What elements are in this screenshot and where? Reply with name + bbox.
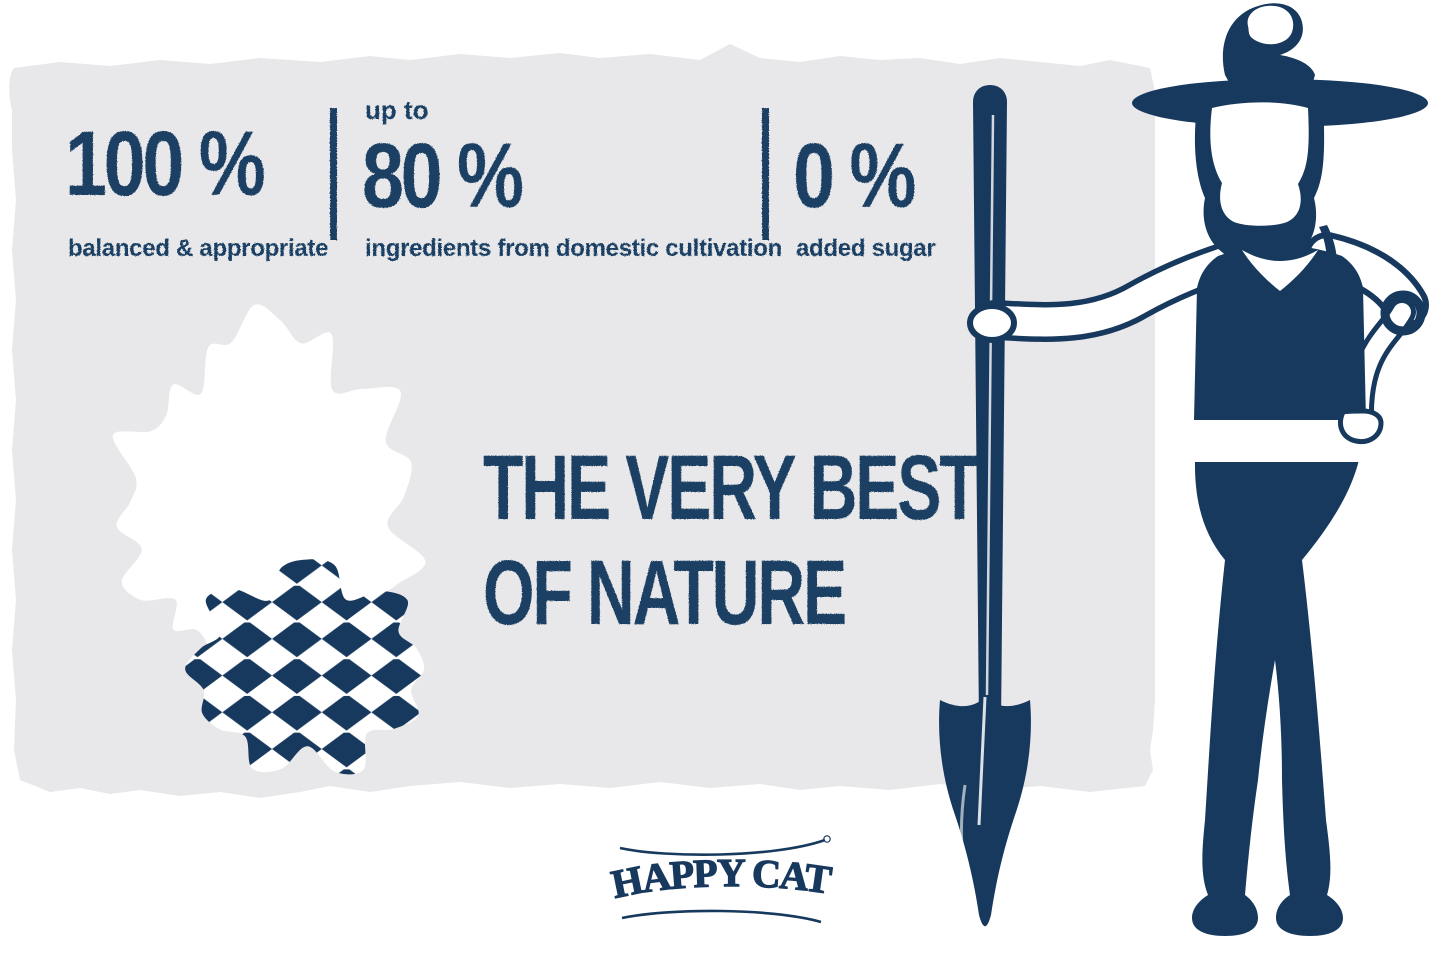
svg-text:HAPPY CAT: HAPPY CAT xyxy=(607,850,834,907)
